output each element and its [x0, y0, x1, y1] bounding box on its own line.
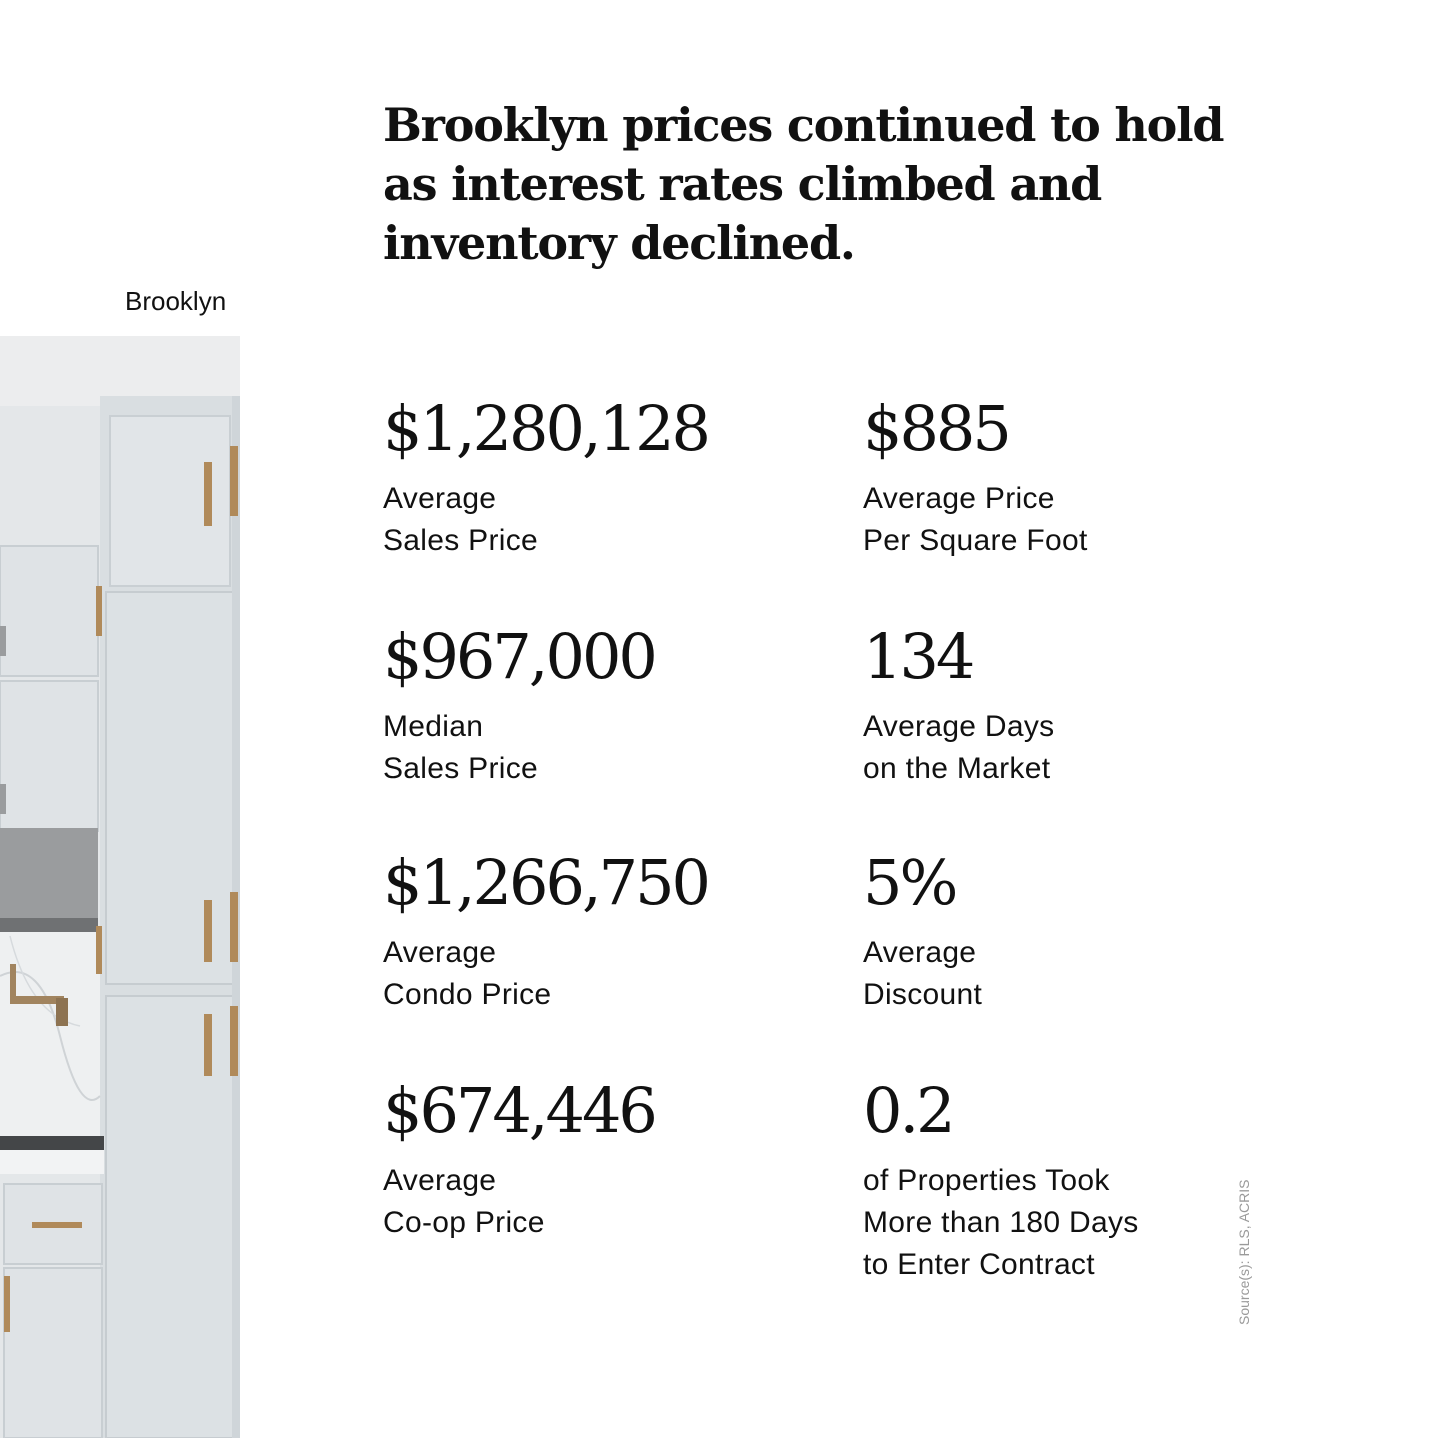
stat-label: Average Sales Price [383, 478, 708, 562]
stat-value: 0.2 [863, 1074, 956, 1147]
headline-line-2: as interest rates climbed and [383, 157, 1102, 211]
stat-label: of Properties Took More than 180 Days to… [863, 1160, 1139, 1286]
stat-value: $967,000 [383, 620, 658, 693]
stat-label: Average Discount [863, 932, 982, 1016]
stat-average-discount: 5% Average Discount [863, 848, 982, 1016]
headline-line-1: Brooklyn prices continued to hold [383, 98, 1225, 152]
stat-average-coop-price: $674,446 Average Co-op Price [383, 1074, 658, 1244]
stat-label-line: Average [383, 936, 497, 969]
stat-label: Average Co-op Price [383, 1160, 655, 1244]
stat-properties-over-180-days: 0.2 of Properties Took More than 180 Day… [863, 1076, 1139, 1286]
stat-value: $1,266,750 [383, 846, 711, 919]
stat-label-line: to Enter Contract [863, 1248, 1095, 1281]
stat-value: 134 [863, 620, 975, 693]
kitchen-cabinets-image [0, 336, 240, 1438]
stat-average-condo-price: $1,266,750 Average Condo Price [383, 846, 711, 1016]
stat-label-line: Sales Price [383, 752, 539, 785]
stat-label-line: Average Price [863, 482, 1055, 515]
area-label: Brooklyn [125, 286, 227, 316]
stat-value: $1,280,128 [383, 392, 711, 465]
stat-label-line: of Properties Took [863, 1164, 1110, 1197]
stat-label-line: Discount [863, 978, 983, 1011]
stat-label-line: Median [383, 710, 484, 743]
stat-label: Average Condo Price [383, 932, 708, 1016]
kitchen-photo [0, 336, 240, 1438]
headline-line-3: inventory declined. [383, 216, 856, 270]
stat-label-line: Average [383, 482, 497, 515]
stat-label-line: Condo Price [383, 978, 552, 1011]
source-note: Source(s): RLS, ACRIS [1236, 1179, 1252, 1326]
stat-label-line: More than 180 Days [863, 1206, 1139, 1239]
stat-label-line: on the Market [863, 752, 1051, 785]
stat-average-sales-price: $1,280,128 Average Sales Price [383, 392, 711, 562]
stat-label: Average Price Per Square Foot [863, 478, 1088, 562]
stat-value: 5% [863, 846, 958, 919]
stat-value: $885 [863, 392, 1012, 465]
stat-label-line: Average [383, 1164, 497, 1197]
headline: Brooklyn prices continued to hold as int… [383, 96, 1225, 273]
stat-label-line: Average Days [863, 710, 1055, 743]
stat-label: Average Days on the Market [863, 706, 1054, 790]
stat-label: Median Sales Price [383, 706, 655, 790]
stat-price-per-square-foot: $885 Average Price Per Square Foot [863, 394, 1088, 562]
stat-label-line: Sales Price [383, 524, 539, 557]
stat-label-line: Co-op Price [383, 1206, 545, 1239]
stat-label-line: Average [863, 936, 977, 969]
stat-average-days-on-market: 134 Average Days on the Market [863, 622, 1054, 790]
stat-median-sales-price: $967,000 Median Sales Price [383, 620, 658, 790]
stat-value: $674,446 [383, 1074, 658, 1147]
stat-label-line: Per Square Foot [863, 524, 1088, 557]
